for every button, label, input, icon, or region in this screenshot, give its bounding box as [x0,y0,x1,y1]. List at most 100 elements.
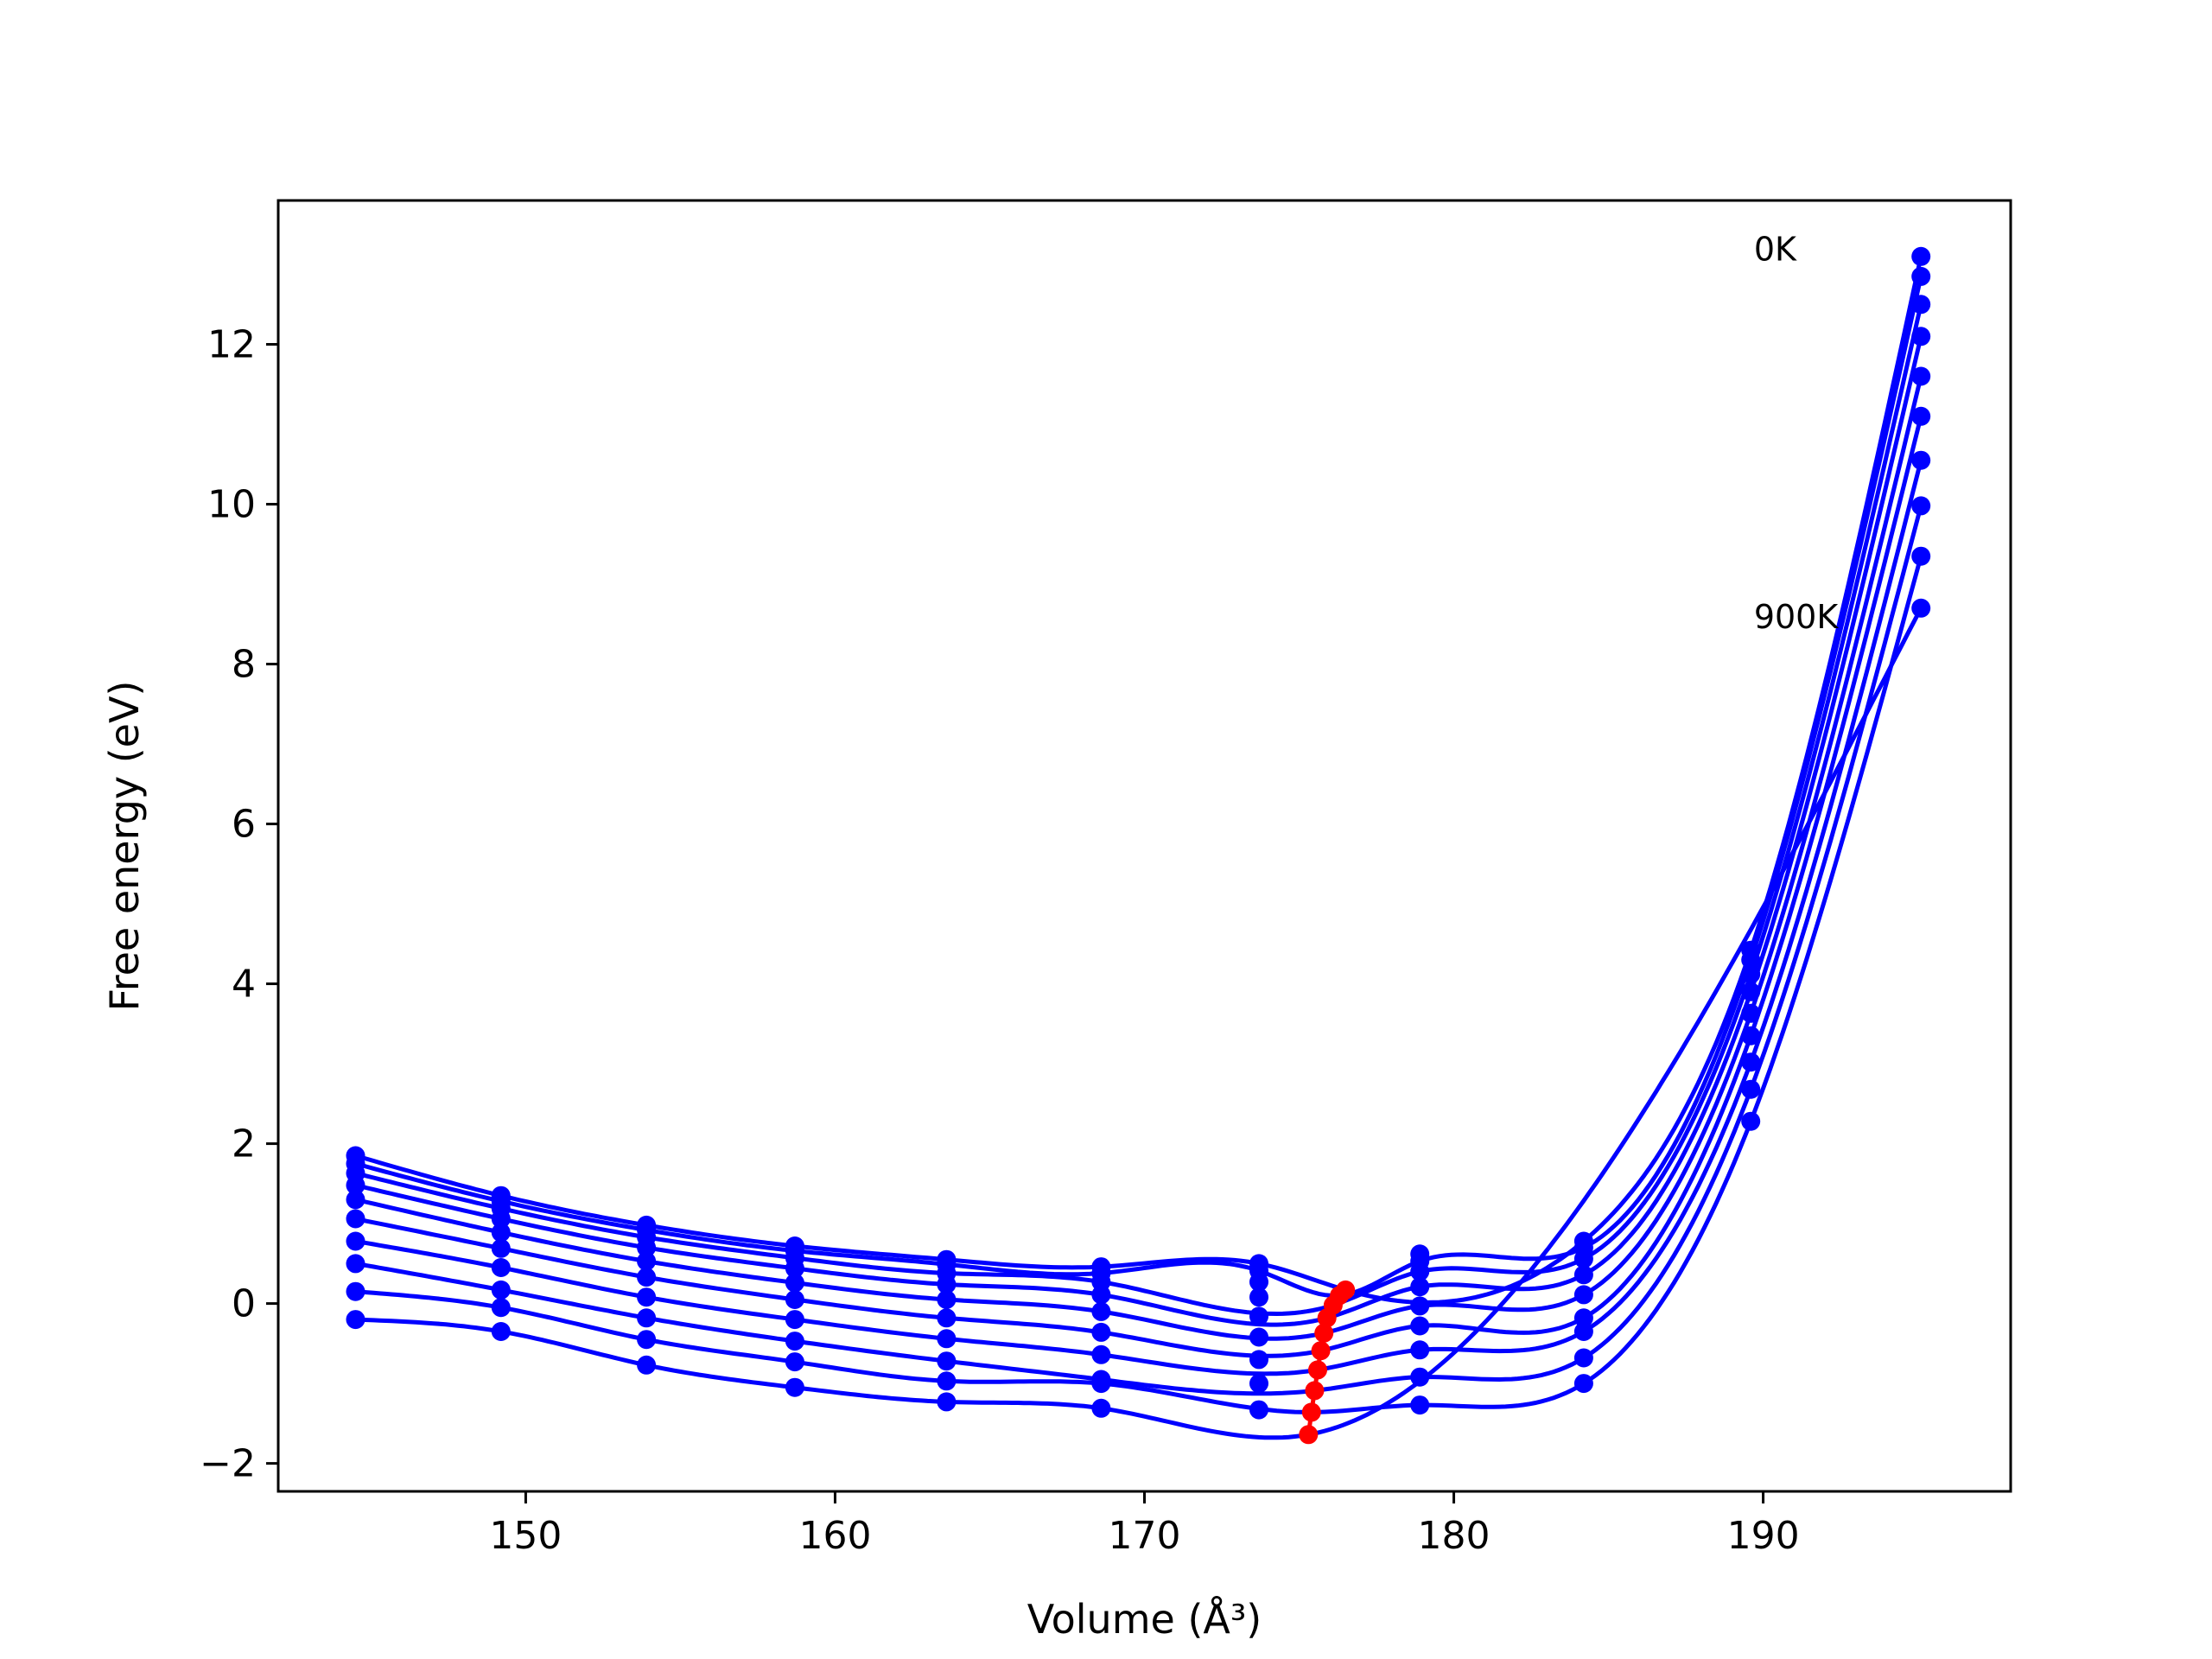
data-point [1249,1272,1268,1292]
data-point [1741,1026,1761,1046]
minimum-point [1301,1402,1321,1422]
data-point [1741,1003,1761,1023]
minimum-point [1299,1425,1319,1445]
data-point [1091,1344,1111,1364]
data-point [1741,1052,1761,1072]
data-point [491,1280,511,1300]
fit-curve [355,460,1923,1376]
x-tick-label: 190 [1727,1514,1800,1558]
data-point [937,1351,957,1371]
data-point [1911,546,1931,566]
data-point [785,1352,804,1372]
x-axis: 150 160 170 180 190 [489,1491,1800,1558]
data-point [637,1237,657,1257]
data-point [637,1355,657,1375]
x-tick-label: 150 [489,1514,562,1558]
y-tick-label: 6 [232,803,256,847]
data-point [1249,1327,1268,1347]
data-point [1410,1367,1430,1387]
minimum-point [1314,1323,1334,1343]
data-point [491,1223,511,1243]
data-point [1573,1285,1593,1305]
data-point [346,1209,365,1229]
data-point [491,1258,511,1277]
minimum-point [1308,1360,1327,1380]
data-point [346,1254,365,1274]
fit-curve [355,556,1923,1414]
data-point [1573,1265,1593,1285]
data-point [1911,246,1931,266]
data-point [1911,366,1931,386]
fit-curve [354,375,1923,1341]
data-point [346,1175,365,1195]
data-point [1741,982,1761,1001]
y-tick-label: 8 [232,643,256,687]
data-point [1091,1398,1111,1418]
data-point [1573,1249,1593,1268]
data-point [785,1273,804,1293]
data-point [1573,1374,1593,1394]
fit-curve [355,607,1923,1440]
data-point [1249,1287,1268,1307]
data-point [637,1251,657,1271]
data-point [1911,295,1931,315]
data-point [346,1310,365,1330]
data-point [1911,450,1931,470]
data-point [1410,1340,1430,1360]
x-axis-label: Volume (Å³) [1027,1596,1262,1643]
data-point [1091,1322,1111,1342]
data-point [1410,1277,1430,1297]
data-point [1911,598,1931,618]
data-point [785,1290,804,1309]
y-axis: −2 0 2 4 6 8 10 12 [200,323,278,1486]
data-point [1911,406,1931,426]
x-tick-label: 170 [1109,1514,1181,1558]
data-point [1410,1316,1430,1336]
x-tick-label: 160 [798,1514,871,1558]
minimum-point [1305,1381,1325,1401]
x-tick-label: 180 [1418,1514,1491,1558]
data-point [1249,1400,1268,1420]
data-point [1741,964,1761,984]
data-point [346,1281,365,1301]
data-point [491,1298,511,1318]
data-point [346,1231,365,1251]
data-point [1249,1350,1268,1370]
data-point [637,1287,657,1307]
data-point [1911,266,1931,286]
data-point [346,1190,365,1210]
data-point [1410,1395,1430,1415]
fit-curve [354,276,1923,1299]
data-point [1091,1301,1111,1321]
data-point [1249,1306,1268,1326]
y-tick-label: 0 [232,1282,256,1326]
minimum-point [1311,1341,1331,1361]
fit-curve [354,256,1923,1305]
data-point [1249,1374,1268,1394]
data-point [491,1322,511,1341]
temperature-annotation: 900K [1754,598,1840,636]
y-tick-label: 2 [232,1122,256,1166]
fit-curve [355,505,1923,1396]
y-tick-label: −2 [200,1442,256,1486]
data-point [491,1209,511,1229]
data-point [1741,1079,1761,1099]
data-point [937,1329,957,1349]
data-point [1410,1262,1430,1281]
fit-curve [354,416,1923,1358]
data-point [1573,1322,1593,1341]
data-point [1911,496,1931,516]
data-point [1741,950,1761,969]
data-point [785,1377,804,1397]
y-tick-label: 4 [232,963,256,1007]
data-point [937,1371,957,1391]
data-point [785,1332,804,1351]
minima-points [1299,1280,1356,1445]
data-points [346,246,1931,1420]
y-axis-label: Free energy (eV) [101,681,148,1012]
data-point [785,1258,804,1278]
data-point [937,1308,957,1328]
data-point [1410,1296,1430,1316]
data-point [1573,1348,1593,1368]
y-tick-label: 12 [207,323,256,367]
